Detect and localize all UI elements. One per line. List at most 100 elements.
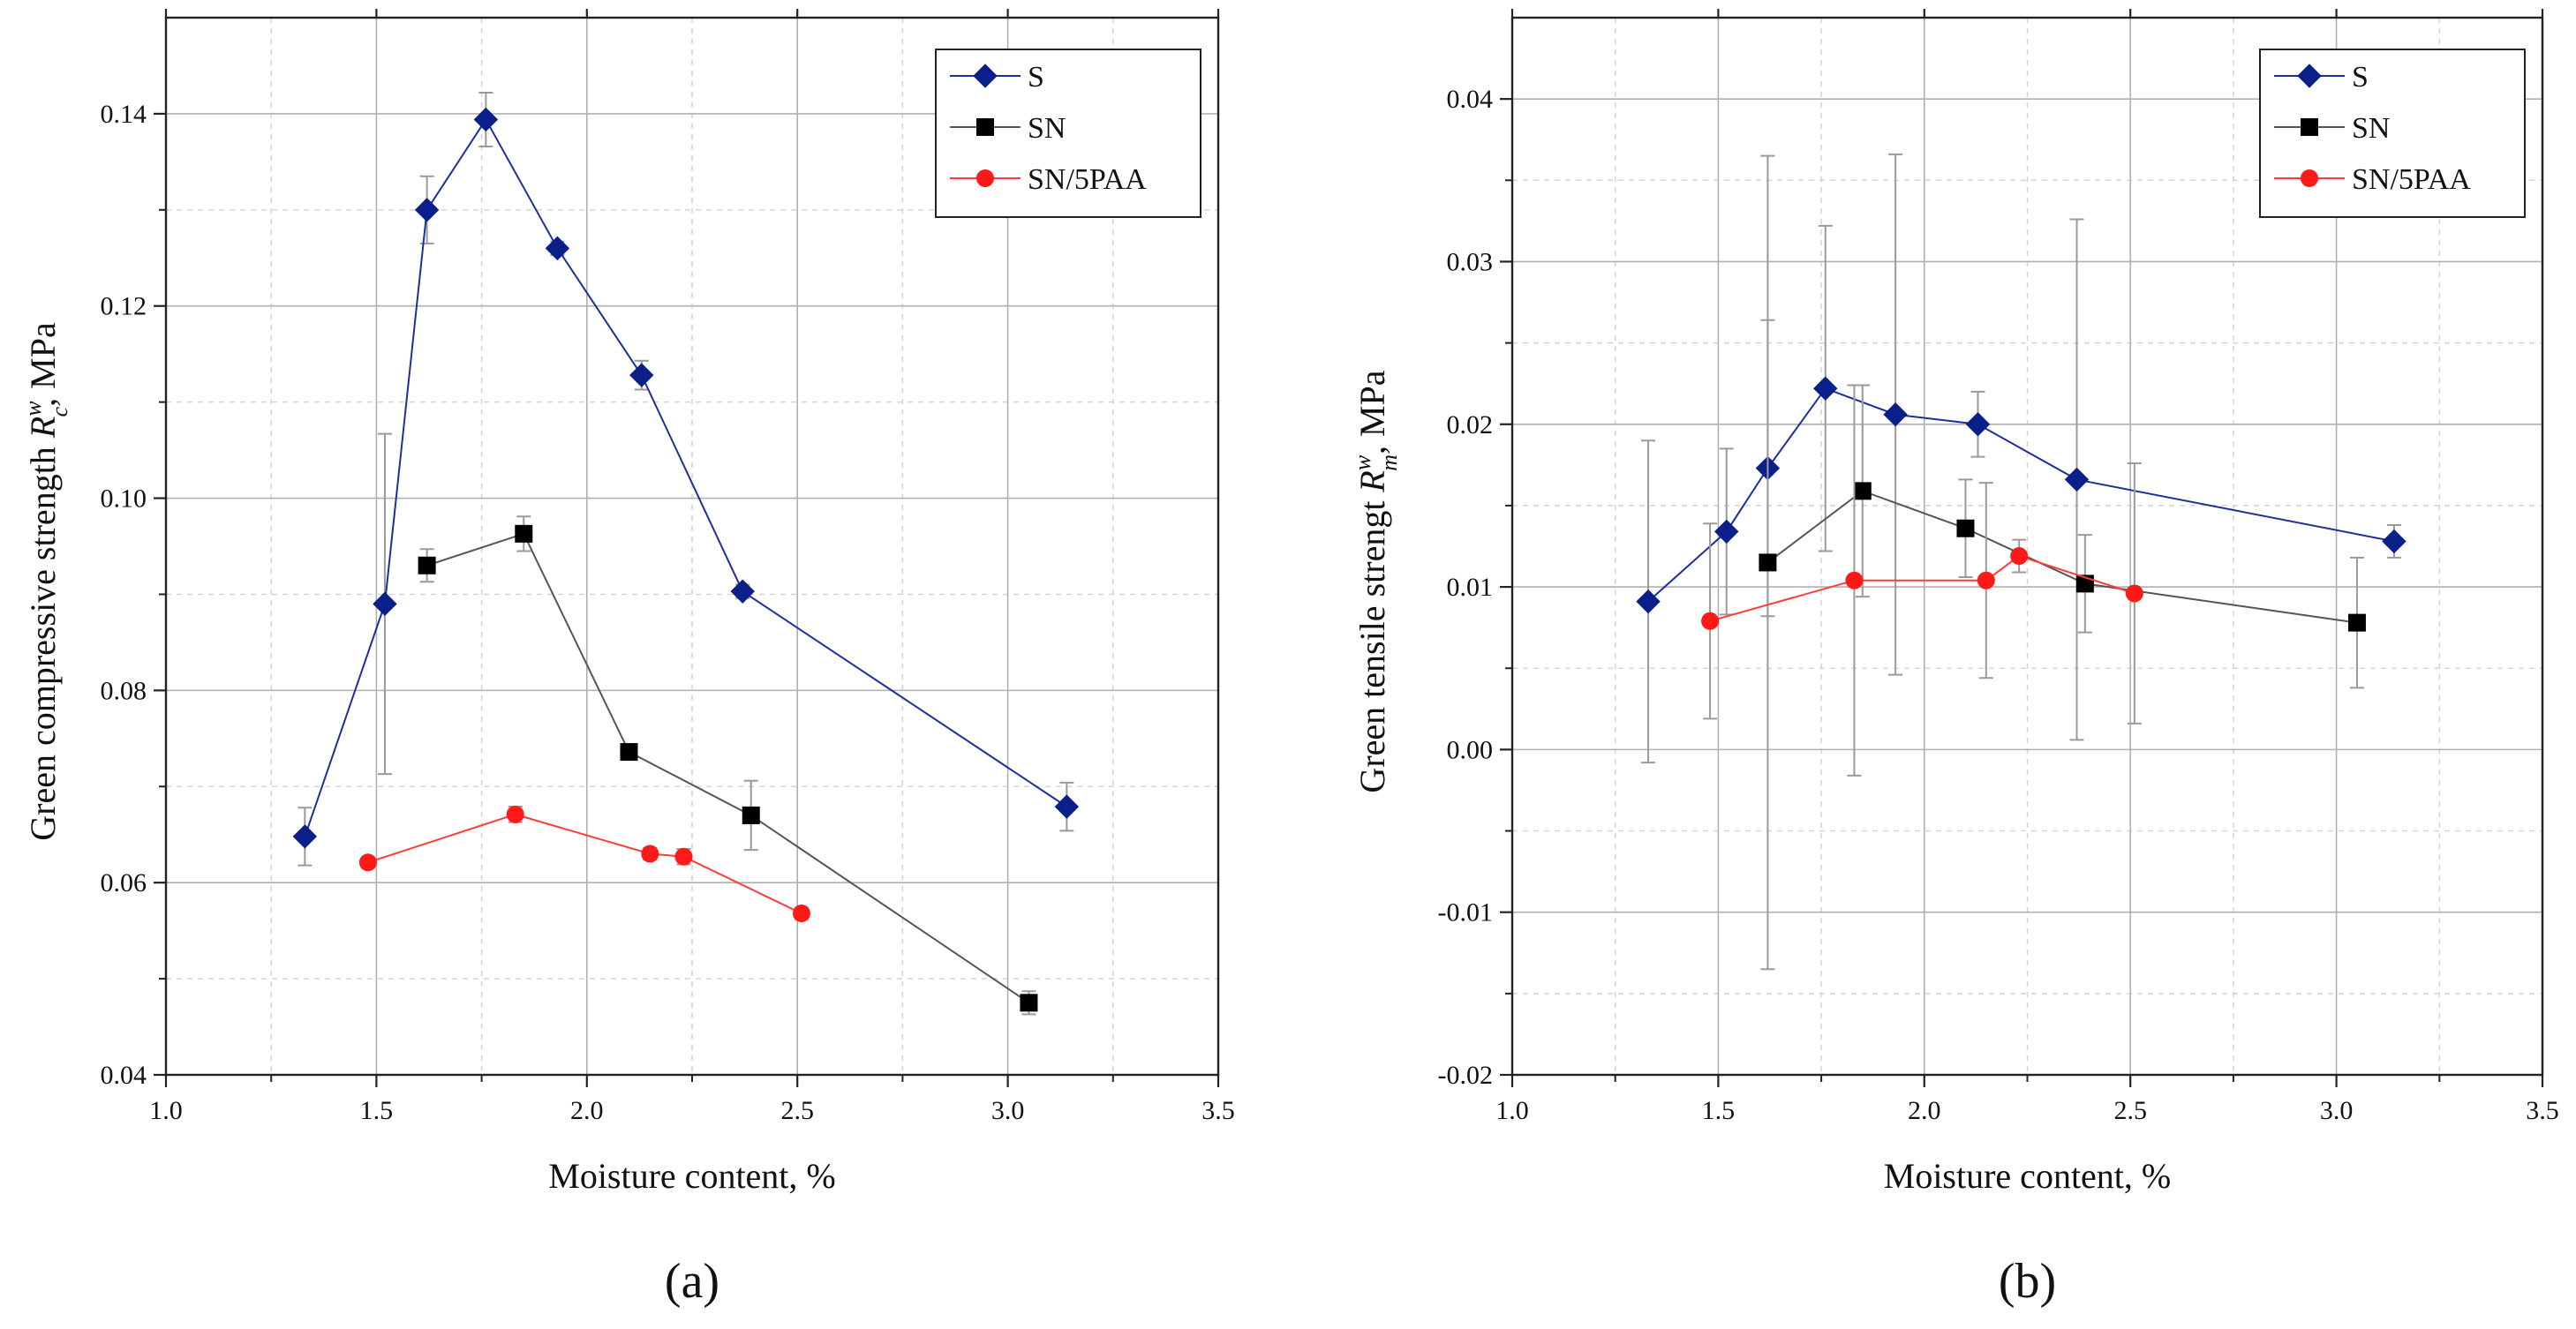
data-point <box>545 236 570 261</box>
series-line <box>1647 387 2395 603</box>
series-sn-5paa <box>1701 384 2143 777</box>
panel-label: (a) <box>665 1254 719 1309</box>
legend-label: SN <box>2352 112 2390 145</box>
y-tick-label: 0.04 <box>101 1061 147 1090</box>
y-tick-label: 0.10 <box>101 484 147 514</box>
data-point <box>1020 994 1038 1012</box>
legend-marker <box>973 64 998 88</box>
tick-marks <box>154 9 1220 1087</box>
data-point <box>358 853 377 872</box>
y-tick-label: 0.02 <box>1447 410 1494 439</box>
series-line <box>426 532 1029 1004</box>
data-point <box>473 107 499 132</box>
y-axis-title: Green compressive strength Rwc, MPa <box>20 322 72 841</box>
data-point <box>1956 519 1975 537</box>
y-tick-label: 0.06 <box>101 868 147 897</box>
x-tick-label: 1.5 <box>1702 1096 1736 1125</box>
series-sn <box>1759 154 2366 971</box>
series-layer <box>292 91 1080 1016</box>
y-axis-title-suffix: , MPa <box>23 322 63 407</box>
x-tick-label: 1.0 <box>149 1096 183 1125</box>
legend-marker <box>2301 169 2318 187</box>
data-point <box>674 847 693 866</box>
x-tick-label: 2.5 <box>2113 1096 2147 1125</box>
data-point <box>629 363 654 387</box>
legend-label: S <box>2352 61 2369 94</box>
data-point <box>1965 412 1991 437</box>
data-point <box>2010 547 2029 566</box>
data-point <box>792 905 810 923</box>
series-sn <box>418 515 1038 1016</box>
legend-marker <box>976 169 994 187</box>
data-point <box>2347 613 2366 632</box>
x-tick-labels: 1.0 1.5 2.0 2.5 3.0 3.5 <box>1495 1096 2559 1125</box>
y-tick-label: 0.01 <box>1447 573 1494 602</box>
data-point <box>1853 482 1872 500</box>
series-line <box>1766 490 2358 624</box>
x-tick-labels: 1.0 1.5 2.0 2.5 3.0 3.5 <box>149 1096 1235 1125</box>
x-tick-label: 2.0 <box>570 1096 604 1125</box>
y-axis-title-subscript: c <box>47 406 72 417</box>
y-axis-title: Green tensile strengt Rwm, MPa <box>1350 370 1402 792</box>
y-axis-title-symbol: R <box>1352 470 1392 492</box>
x-axis-title: Moisture content, % <box>548 1156 836 1196</box>
major-grid <box>166 18 1218 1075</box>
data-point <box>742 806 760 824</box>
y-tick-labels: -0.02 -0.01 0.00 0.01 0.02 0.03 0.04 <box>1438 85 1494 1090</box>
x-tick-label: 2.5 <box>780 1096 814 1125</box>
y-axis-title-symbol: R <box>23 417 63 439</box>
data-point <box>506 805 524 823</box>
series-line <box>367 813 802 914</box>
y-tick-label: 0.00 <box>1447 735 1494 764</box>
series-line <box>304 117 1067 837</box>
x-tick-label: 3.5 <box>2526 1096 2559 1125</box>
data-point <box>1845 571 1864 589</box>
x-tick-label: 3.5 <box>1201 1096 1235 1125</box>
minor-grid <box>166 18 1218 1075</box>
y-tick-label: -0.01 <box>1438 898 1494 927</box>
y-tick-label: -0.02 <box>1438 1061 1494 1090</box>
legend-label: SN/5PAA <box>1028 163 1147 196</box>
y-axis-title-subscript: m <box>1376 454 1402 471</box>
legend-label: SN <box>1028 112 1066 145</box>
y-axis-title-superscript: w <box>1350 454 1375 470</box>
data-point <box>1636 589 1661 614</box>
data-point <box>373 591 397 617</box>
legend: S SN SN/5PAA <box>935 49 1201 218</box>
y-tick-label: 0.08 <box>101 676 147 705</box>
data-point <box>1714 519 1739 544</box>
y-axis-title-superscript: w <box>20 401 46 417</box>
data-point <box>641 845 659 863</box>
series-s <box>1636 153 2407 764</box>
legend-marker <box>976 118 994 136</box>
legend-label: SN/5PAA <box>2352 163 2471 196</box>
data-point <box>418 556 436 574</box>
panel-label: (b) <box>1999 1254 2056 1309</box>
data-point <box>2064 467 2090 492</box>
x-tick-label: 2.0 <box>1908 1096 1941 1125</box>
x-tick-label: 1.5 <box>360 1096 394 1125</box>
data-point <box>1883 402 1908 427</box>
y-tick-label: 0.04 <box>1447 85 1494 114</box>
x-tick-label: 3.0 <box>2320 1096 2354 1125</box>
x-axis-title: Moisture content, % <box>1884 1156 2172 1196</box>
data-point <box>2125 584 2143 603</box>
data-point <box>515 524 533 543</box>
y-axis-title-prefix: Green compressive strength <box>23 438 63 841</box>
series-sn-5paa <box>358 805 810 923</box>
panel-b: 1.0 1.5 2.0 2.5 3.0 3.5 -0.02 -0.01 0.00 0.01 0.0… <box>1350 9 2559 1309</box>
tick-marks <box>1500 9 2544 1087</box>
data-point <box>1977 571 1995 589</box>
data-point <box>1701 612 1720 630</box>
legend-marker <box>2301 118 2318 136</box>
data-point <box>292 824 318 849</box>
data-point <box>1813 376 1838 401</box>
series-layer <box>1636 153 2407 971</box>
series-s <box>292 91 1080 867</box>
x-tick-label: 3.0 <box>991 1096 1025 1125</box>
data-point <box>730 579 755 604</box>
y-axis-title-suffix: , MPa <box>1352 370 1392 454</box>
y-tick-label: 0.14 <box>101 100 147 129</box>
data-point <box>1054 794 1080 819</box>
